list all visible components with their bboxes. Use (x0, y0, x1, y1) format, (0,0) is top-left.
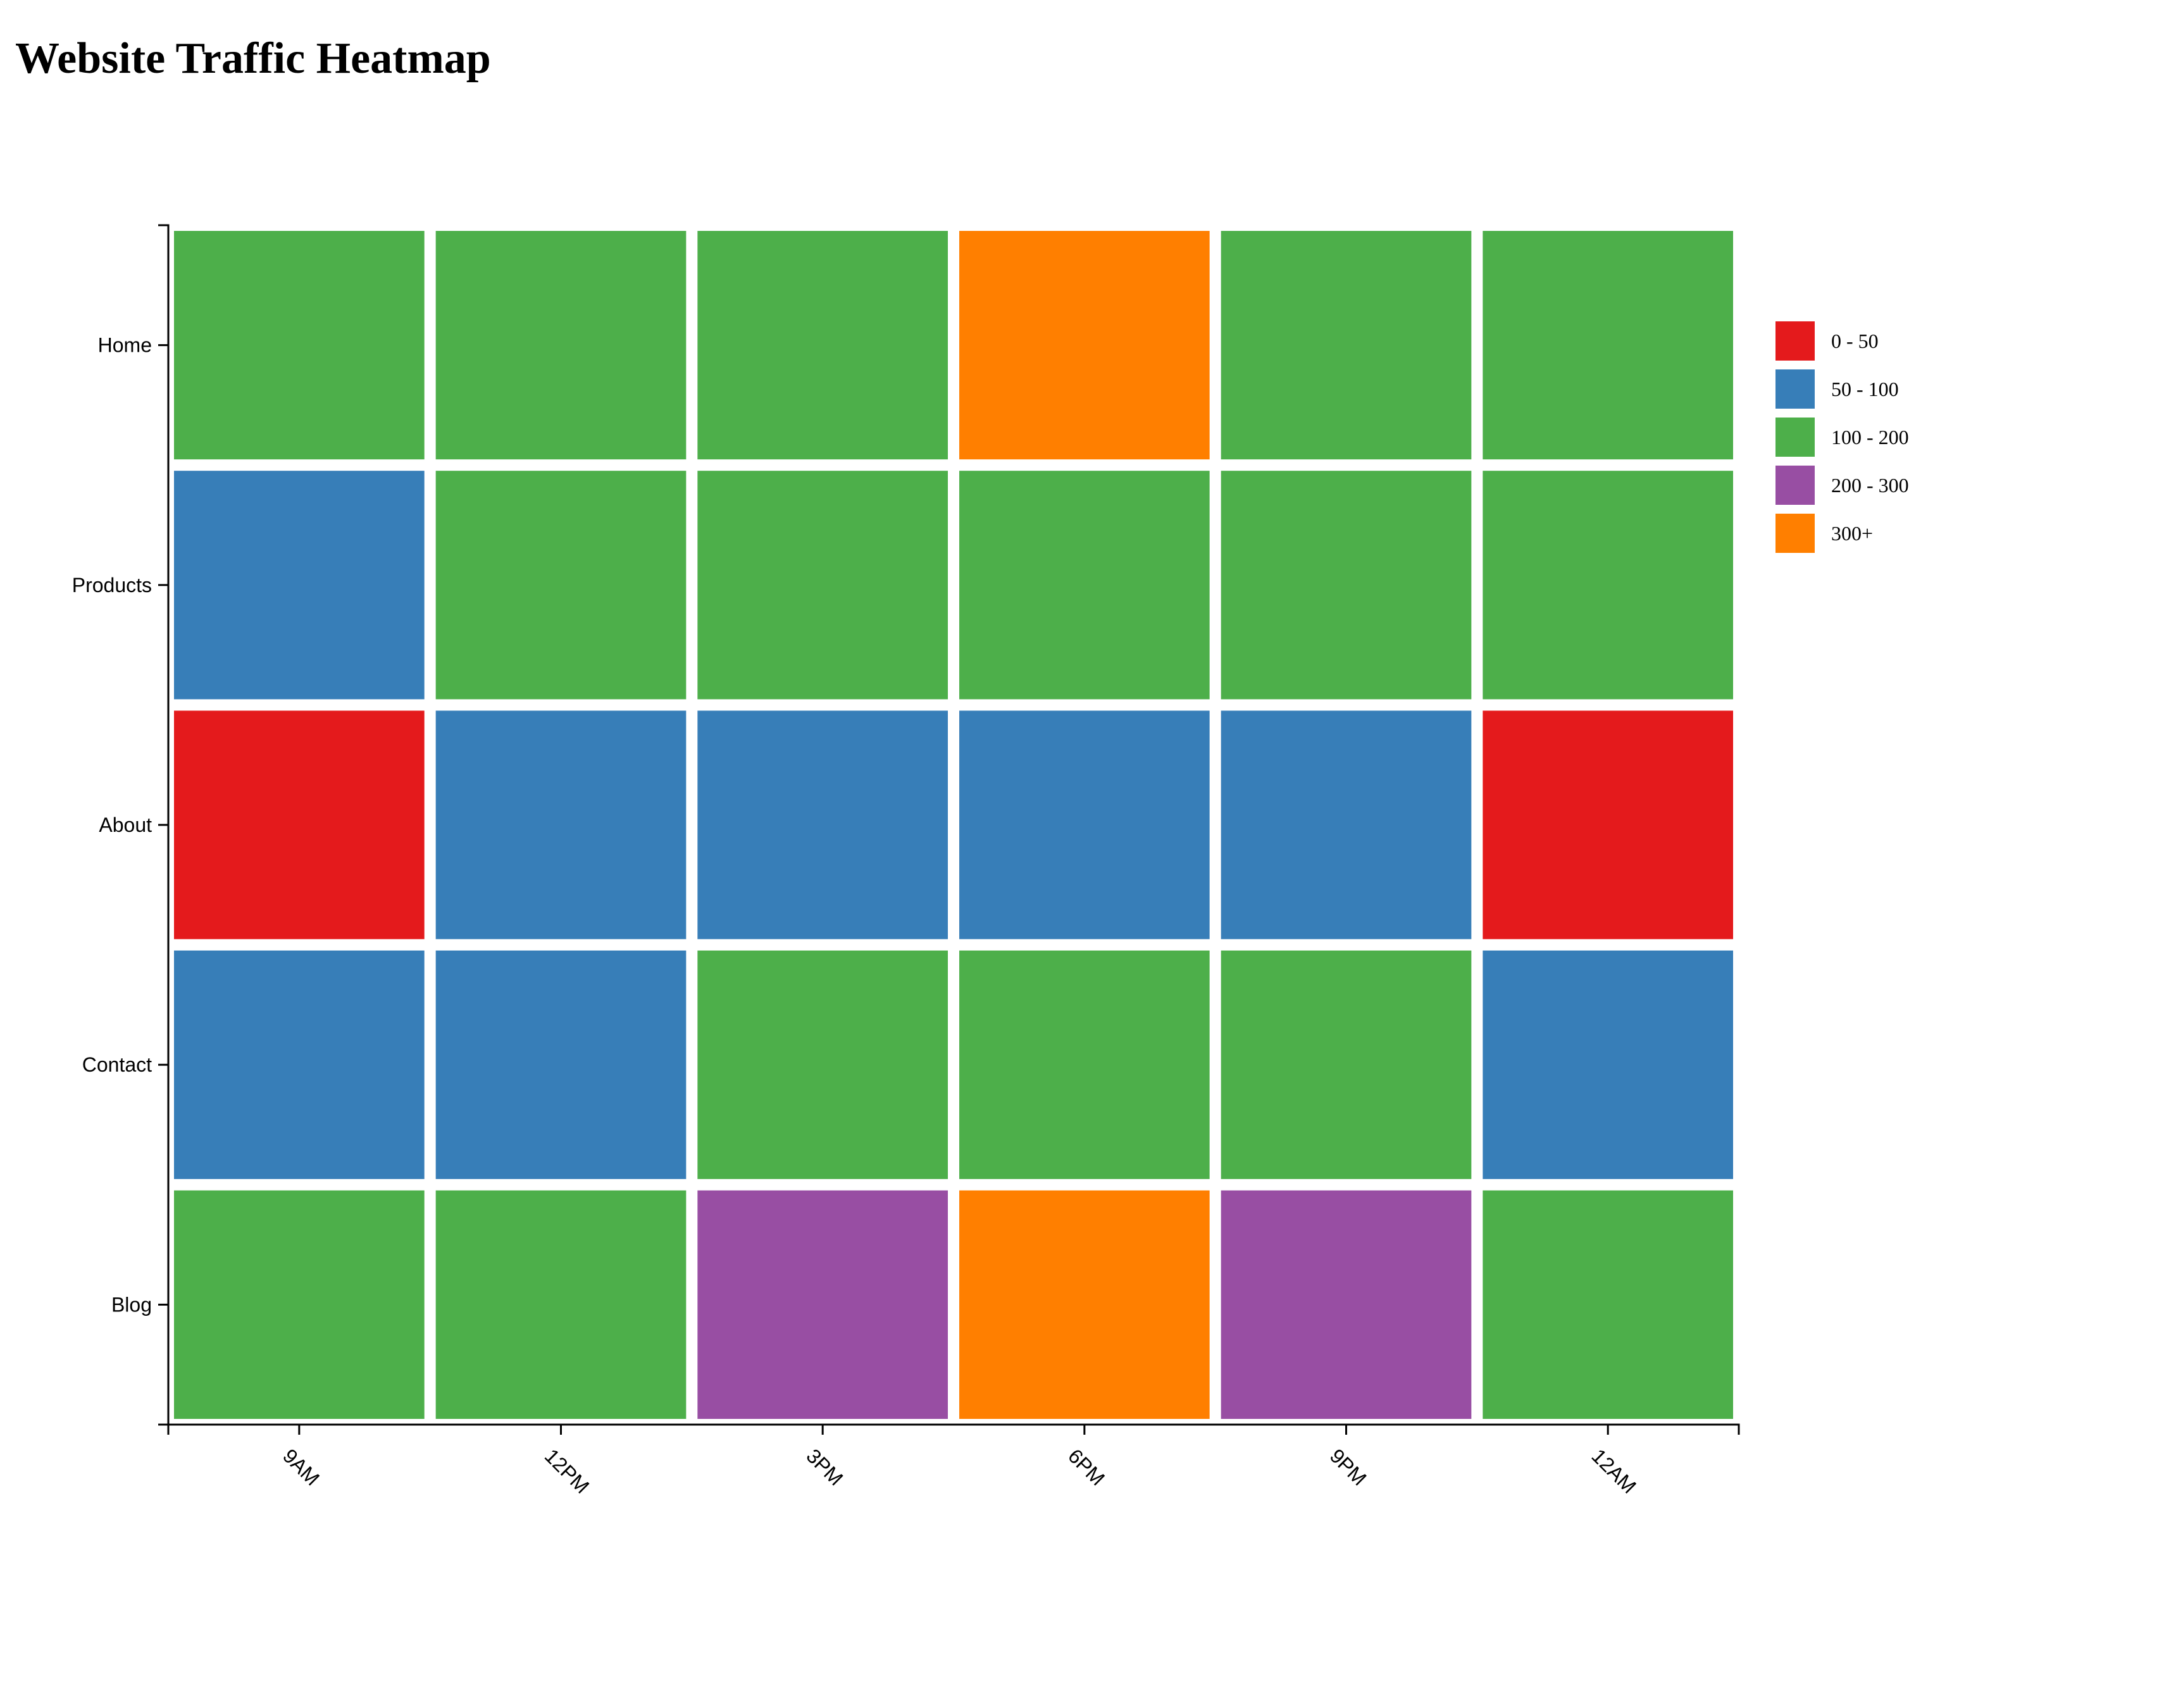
x-tick-label-9pm: 9PM (1326, 1444, 1371, 1490)
heatmap-cell-blog-6pm (959, 1190, 1210, 1419)
y-axis: Home Products About Contact Blog (72, 224, 170, 1426)
heatmap-cell-home-12pm (435, 231, 687, 460)
heatmap-cell-contact-12pm (435, 950, 687, 1179)
heatmap-cell-about-6pm (959, 710, 1210, 939)
heatmap-cell-contact-12am (1483, 950, 1733, 1179)
heatmap-cell-home-12am (1483, 231, 1733, 460)
legend-label-300: 300+ (1831, 522, 1873, 545)
heatmap-cells (174, 231, 1733, 1419)
y-tick-label-products: Products (72, 574, 152, 597)
heatmap-cell-home-3pm (697, 231, 948, 460)
legend-label-50-100: 50 - 100 (1831, 378, 1899, 400)
legend: 0 - 50 50 - 100 100 - 200 200 - 300 300+ (1775, 321, 1909, 553)
y-tick-label-blog: Blog (111, 1293, 152, 1316)
heatmap-cell-about-9am (174, 710, 425, 939)
y-tick-label-about: About (99, 814, 152, 836)
heatmap-cell-contact-6pm (959, 950, 1210, 1179)
heatmap-cell-blog-3pm (697, 1190, 948, 1419)
heatmap-cell-contact-3pm (697, 950, 948, 1179)
heatmap-cell-products-9pm (1221, 471, 1472, 700)
legend-label-100-200: 100 - 200 (1831, 426, 1909, 449)
x-axis: 9AM 12PM 3PM 6PM 9PM 12AM (167, 1423, 1740, 1498)
x-tick-label-6pm: 6PM (1064, 1444, 1109, 1490)
heatmap-cell-products-9am (174, 471, 425, 700)
legend-swatch-0-50 (1775, 321, 1815, 361)
heatmap-cell-about-9pm (1221, 710, 1472, 939)
heatmap-cell-contact-9pm (1221, 950, 1472, 1179)
x-tick-label-12am: 12AM (1587, 1444, 1641, 1498)
y-tick-label-contact: Contact (82, 1053, 152, 1076)
y-tick-label-home: Home (98, 334, 152, 357)
legend-swatch-50-100 (1775, 369, 1815, 409)
heatmap-cell-products-3pm (697, 471, 948, 700)
heatmap-cell-about-12am (1483, 710, 1733, 939)
heatmap-cell-blog-12pm (435, 1190, 687, 1419)
heatmap-cell-blog-9pm (1221, 1190, 1472, 1419)
legend-swatch-200-300 (1775, 466, 1815, 505)
x-tick-label-3pm: 3PM (802, 1444, 847, 1490)
heatmap-cell-home-9pm (1221, 231, 1472, 460)
heatmap-cell-home-6pm (959, 231, 1210, 460)
heatmap-cell-products-12pm (435, 471, 687, 700)
legend-swatch-300 (1775, 514, 1815, 553)
legend-label-200-300: 200 - 300 (1831, 474, 1909, 497)
heatmap-cell-about-12pm (435, 710, 687, 939)
heatmap-cell-products-12am (1483, 471, 1733, 700)
chart-title: Website Traffic Heatmap (15, 34, 491, 83)
x-tick-label-9am: 9AM (278, 1444, 324, 1490)
legend-label-0-50: 0 - 50 (1831, 330, 1879, 352)
heatmap-cell-blog-9am (174, 1190, 425, 1419)
heatmap-cell-home-9am (174, 231, 425, 460)
x-axis-line (167, 1423, 1740, 1435)
heatmap-cell-products-6pm (959, 471, 1210, 700)
heatmap-cell-about-3pm (697, 710, 948, 939)
heatmap-cell-blog-12am (1483, 1190, 1733, 1419)
x-tick-label-12pm: 12PM (540, 1444, 594, 1498)
heatmap-cell-contact-9am (174, 950, 425, 1179)
legend-swatch-100-200 (1775, 418, 1815, 457)
